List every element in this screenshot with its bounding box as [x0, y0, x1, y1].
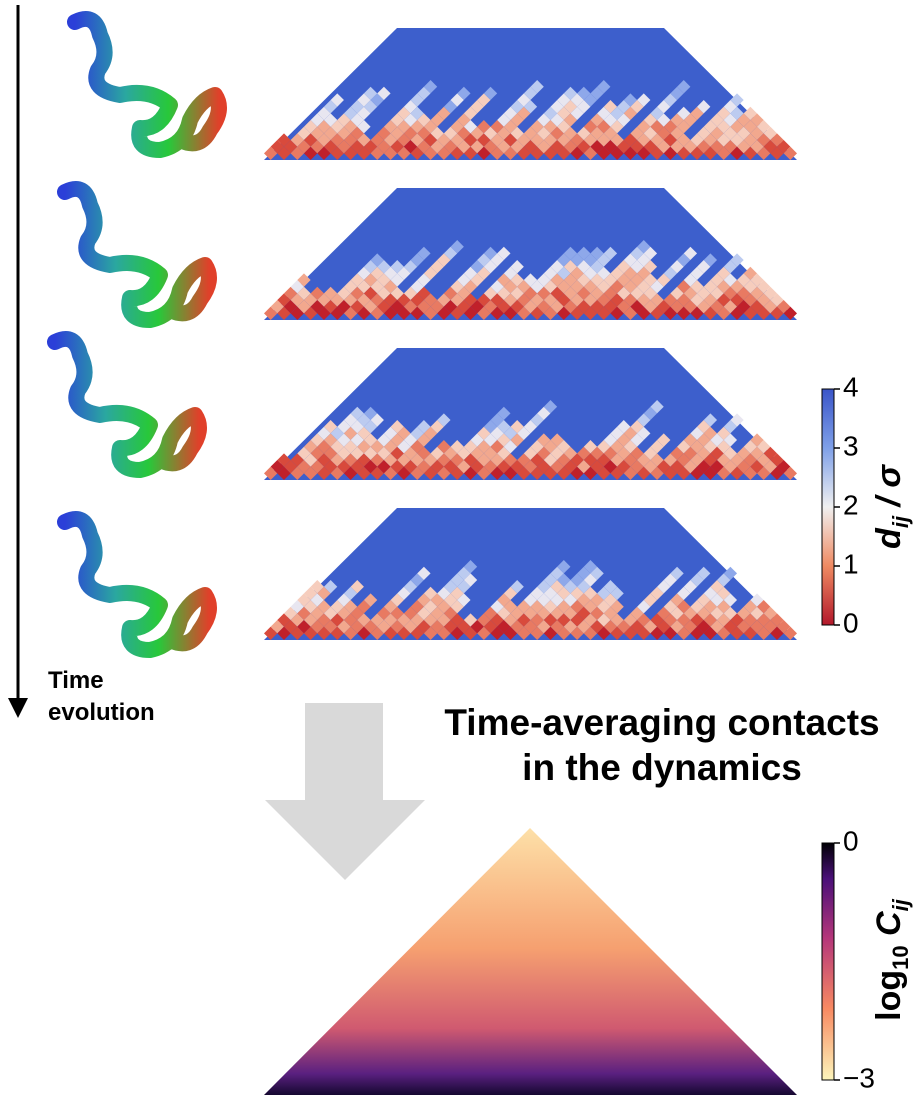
tick-label: 0 — [843, 825, 859, 856]
polymer-snapshot — [75, 19, 219, 150]
tick-label: 2 — [843, 489, 859, 520]
tick-label: 1 — [843, 548, 859, 579]
figure: Time evolution dij / σ Time-averaging co… — [0, 0, 917, 1095]
time-label: evolution — [48, 699, 155, 726]
colorbar-label: log10 Cij — [870, 898, 913, 1021]
polymer-snapshot — [65, 189, 209, 320]
caption: Time-averaging contacts — [444, 702, 879, 743]
down-arrow — [265, 703, 425, 880]
tick-label: 0 — [843, 607, 859, 638]
symbol: d — [870, 527, 908, 549]
colorbar-label: dij / σ — [870, 464, 913, 549]
polymer-snapshot — [65, 519, 209, 650]
time-label: Time — [48, 667, 104, 694]
subscript: ij — [888, 898, 913, 911]
distance-maps — [264, 28, 797, 640]
colorbar — [822, 843, 834, 1080]
tick-label: −3 — [843, 1062, 875, 1093]
colorbar — [822, 389, 834, 625]
caption: in the dynamics — [522, 747, 802, 788]
time-arrowhead — [8, 698, 28, 718]
tick-label: 3 — [843, 430, 859, 461]
subscript: ij — [888, 515, 913, 528]
prefix: log — [870, 970, 908, 1021]
subscript: 10 — [888, 945, 913, 969]
symbol: C — [870, 911, 908, 945]
polymer-snapshot — [55, 339, 199, 470]
label-rest: / σ — [870, 464, 908, 516]
tick-label: 4 — [843, 371, 859, 402]
